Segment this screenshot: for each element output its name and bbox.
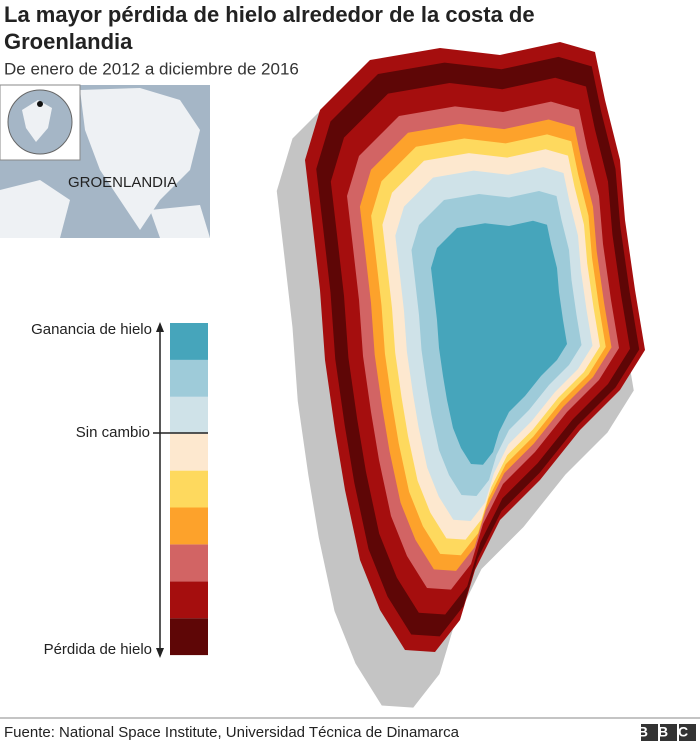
legend-swatch	[170, 618, 208, 656]
legend-swatch	[170, 544, 208, 582]
legend-swatch	[170, 396, 208, 434]
logo: BBC	[638, 724, 698, 741]
legend-swatch	[170, 581, 208, 619]
legend-swatch	[170, 507, 208, 545]
title: La mayor pérdida de hielo alrededor de l…	[4, 2, 535, 27]
inset-label: GROENLANDIA	[68, 174, 177, 191]
logo-text: BBC	[638, 724, 698, 740]
legend-swatch	[170, 470, 208, 508]
greenland-map	[276, 42, 645, 708]
legend-swatch	[170, 323, 208, 360]
legend: Ganancia de hielo Sin cambio Pérdida de …	[31, 321, 208, 658]
legend-swatch	[170, 359, 208, 397]
inset-map: GROENLANDIA	[0, 84, 210, 238]
source: Fuente: National Space Institute, Univer…	[4, 724, 460, 741]
subtitle: De enero de 2012 a diciembre de 2016	[4, 59, 299, 78]
title: Groenlandia	[4, 29, 133, 54]
legend-label: Sin cambio	[76, 424, 150, 441]
legend-swatch	[170, 433, 208, 471]
legend-label: Pérdida de hielo	[44, 641, 152, 658]
legend-label: Ganancia de hielo	[31, 321, 152, 338]
